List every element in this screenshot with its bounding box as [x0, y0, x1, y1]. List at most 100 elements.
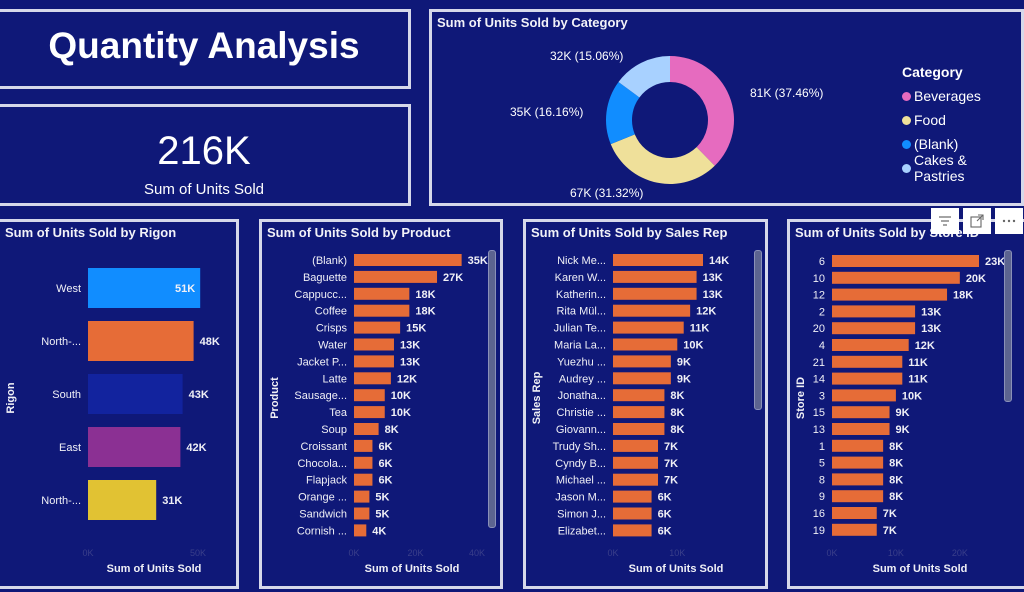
category-label: Simon J...	[557, 509, 606, 521]
bar[interactable]	[613, 490, 652, 503]
bar[interactable]	[832, 322, 916, 335]
bar[interactable]	[832, 271, 960, 284]
bar[interactable]	[613, 304, 691, 317]
bar[interactable]	[354, 439, 373, 452]
bar[interactable]	[354, 338, 394, 351]
bar[interactable]	[832, 355, 903, 368]
filter-icon	[939, 216, 951, 226]
category-label: Jacket P...	[297, 356, 347, 368]
bar[interactable]	[613, 372, 671, 385]
bar[interactable]	[354, 473, 373, 486]
bar[interactable]	[88, 321, 194, 361]
bar[interactable]	[613, 473, 658, 486]
data-label: 10K	[902, 390, 922, 402]
bar[interactable]	[613, 338, 678, 351]
bar[interactable]	[354, 456, 373, 469]
data-label: 7K	[883, 508, 897, 520]
donut-slice-beverages[interactable]	[670, 56, 734, 166]
bar[interactable]	[354, 355, 394, 368]
bar[interactable]	[88, 427, 181, 467]
sales-rep-bar-chart[interactable]: Sum of Units Sold by Sales Rep Nick Me..…	[523, 219, 768, 589]
bar[interactable]	[354, 389, 385, 402]
scrollbar[interactable]	[1004, 250, 1012, 402]
focus-mode-button[interactable]	[963, 208, 991, 234]
bar[interactable]	[354, 287, 410, 300]
category-label: North-...	[41, 495, 81, 507]
legend-item[interactable]: Food	[902, 108, 1021, 132]
x-tick-label: 0K	[607, 548, 618, 558]
category-label: Flapjack	[306, 475, 347, 487]
category-label: East	[59, 442, 81, 454]
bar[interactable]	[832, 473, 884, 486]
category-label: Christie ...	[556, 407, 606, 419]
legend-item[interactable]: Beverages	[902, 84, 1021, 108]
bar[interactable]	[354, 423, 379, 435]
bar[interactable]	[88, 374, 183, 414]
bar[interactable]	[832, 389, 896, 402]
category-label: Soup	[321, 424, 347, 436]
bar[interactable]	[832, 255, 979, 267]
chart-title: Sum of Units Sold by Category	[437, 15, 628, 30]
bar[interactable]	[613, 355, 671, 368]
bar[interactable]	[354, 406, 385, 419]
bar[interactable]	[613, 389, 665, 402]
visual-header	[931, 208, 1023, 234]
scrollbar[interactable]	[754, 250, 762, 410]
category-label: 19	[813, 525, 825, 537]
legend-item[interactable]: (Blank)	[902, 132, 1021, 156]
bar[interactable]	[613, 439, 658, 452]
bar[interactable]	[613, 254, 703, 266]
bar[interactable]	[613, 423, 665, 435]
bar[interactable]	[354, 304, 410, 317]
category-label: 15	[813, 407, 825, 419]
scrollbar[interactable]	[488, 250, 496, 528]
bar[interactable]	[354, 372, 391, 385]
bar[interactable]	[88, 480, 157, 520]
bar[interactable]	[613, 321, 684, 334]
bar[interactable]	[354, 254, 462, 266]
category-label: Baguette	[303, 272, 347, 284]
bar[interactable]	[354, 524, 367, 537]
bar[interactable]	[354, 270, 438, 283]
bar[interactable]	[613, 456, 658, 469]
bar[interactable]	[832, 490, 884, 503]
bar[interactable]	[88, 268, 201, 308]
bar[interactable]	[832, 339, 909, 351]
bar[interactable]	[613, 507, 652, 520]
bar[interactable]	[613, 524, 652, 537]
store-bar-chart[interactable]: Sum of Units Sold by Store ID 6 23K 10 20K 1…	[787, 219, 1024, 589]
bar[interactable]	[832, 305, 916, 318]
more-options-button[interactable]	[995, 208, 1023, 234]
legend-item[interactable]: Cakes & Pastries	[902, 152, 1021, 184]
bar[interactable]	[832, 406, 890, 419]
title-card: Quantity Analysis	[0, 9, 411, 89]
x-tick-label: 20K	[952, 548, 968, 558]
bar[interactable]	[832, 288, 948, 301]
bar[interactable]	[354, 490, 370, 503]
product-bar-chart[interactable]: Sum of Units Sold by Product (Blank) 35K B…	[259, 219, 503, 589]
filter-button[interactable]	[931, 208, 959, 234]
bar[interactable]	[832, 372, 903, 385]
kpi-card[interactable]: 216K Sum of Units Sold	[0, 104, 411, 206]
bar[interactable]	[354, 507, 370, 520]
bar[interactable]	[832, 523, 877, 536]
donut-slice-cakes-pastries[interactable]	[618, 56, 670, 98]
category-donut-chart[interactable]: Sum of Units Sold by Category 81K (37.46…	[429, 9, 1024, 206]
data-label: 6K	[378, 475, 392, 487]
bar[interactable]	[613, 287, 697, 300]
bar[interactable]	[832, 507, 877, 519]
bar[interactable]	[613, 270, 697, 283]
donut-slice-food[interactable]	[610, 134, 715, 184]
bar[interactable]	[832, 439, 884, 452]
bar[interactable]	[832, 423, 890, 435]
donut-slice-blank[interactable]	[606, 82, 640, 145]
x-tick-label: 20K	[407, 548, 423, 558]
bar[interactable]	[354, 321, 401, 334]
x-tick-label: 0K	[348, 548, 359, 558]
x-axis-title: Sum of Units Sold	[365, 563, 460, 575]
bar[interactable]	[613, 406, 665, 419]
region-bar-chart[interactable]: Sum of Units Sold by Rigon West 51K North-…	[0, 219, 239, 589]
data-label: 18K	[415, 306, 435, 318]
bar[interactable]	[832, 456, 884, 469]
data-label: 8K	[670, 390, 684, 402]
